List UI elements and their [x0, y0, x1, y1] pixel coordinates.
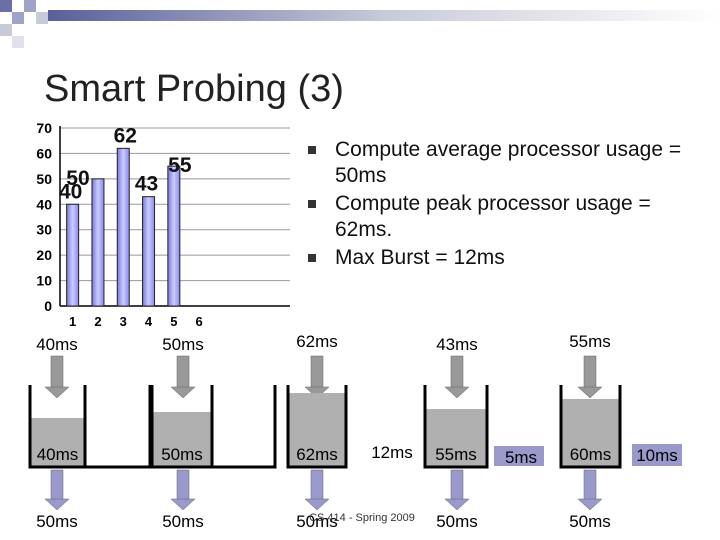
empty-bucket	[85, 385, 152, 469]
y-tick-label: 20	[36, 247, 52, 263]
output-arrow-head	[170, 498, 196, 511]
data-label: 40	[59, 180, 82, 203]
empty-bucket	[212, 385, 277, 469]
bucket-fill	[288, 393, 346, 467]
bucket	[150, 385, 214, 469]
output-label: 50ms	[436, 512, 478, 531]
input-arrow	[310, 355, 324, 389]
output-arrow	[583, 469, 597, 501]
x-tick-label: 2	[94, 314, 101, 329]
bucket-label: 40ms	[37, 445, 79, 464]
bucket-fill	[30, 418, 85, 467]
bar	[66, 203, 80, 307]
diagram: 40ms 40ms 50ms 50ms 50ms 50ms 62ms 62ms 50ms 43ms…	[28, 332, 682, 531]
overflow-label: 10ms	[636, 446, 678, 465]
bucket	[559, 385, 622, 469]
input-arrow-head	[170, 386, 196, 399]
x-tick-label: 5	[170, 314, 177, 329]
bucket-fill	[425, 409, 487, 467]
bucket-label: 62ms	[296, 445, 338, 464]
bucket-fill	[561, 399, 620, 467]
input-arrow-head	[304, 386, 330, 399]
bullet: Max Burst = 12ms	[305, 245, 695, 271]
output-arrow-head	[44, 498, 70, 511]
output-arrow	[50, 469, 64, 501]
output-arrow	[450, 469, 464, 501]
overflow-box	[494, 446, 544, 466]
bucket-label: 50ms	[161, 445, 203, 464]
y-tick-label: 60	[36, 145, 52, 161]
y-tick-label: 50	[36, 171, 52, 187]
output-arrow	[176, 469, 190, 501]
x-tick-label: 6	[196, 314, 203, 329]
x-tick-label: 3	[120, 314, 127, 329]
output-arrow-head	[304, 498, 330, 511]
decoration	[0, 0, 720, 48]
output-arrow-head	[577, 498, 603, 511]
input-arrow-head	[44, 386, 70, 399]
input-arrow	[176, 355, 190, 389]
input-label: 55ms	[569, 332, 611, 351]
bucket	[423, 385, 489, 469]
input-arrow	[450, 355, 464, 389]
y-tick-label: 10	[36, 273, 52, 289]
output-arrow-head	[444, 498, 470, 511]
bullet: Compute average processor usage = 50ms	[305, 137, 695, 189]
bar	[116, 147, 130, 307]
output-arrow	[310, 469, 324, 501]
input-label: 50ms	[162, 335, 204, 354]
x-tick-label: 4	[145, 314, 153, 329]
input-arrow	[583, 355, 597, 389]
y-tick-label: 0	[44, 298, 52, 314]
bullet: Compute peak processor usage = 62ms.	[305, 191, 695, 243]
overflow-label: 12ms	[371, 443, 413, 462]
data-label: 55	[168, 154, 192, 177]
output-label: 50ms	[36, 512, 78, 531]
output-label: 50ms	[569, 512, 611, 531]
data-label: 62	[114, 124, 137, 147]
input-arrow-head	[444, 386, 470, 399]
output-label: 50ms	[296, 512, 338, 531]
input-label: 43ms	[436, 335, 478, 354]
y-tick-label: 70	[36, 120, 52, 136]
input-arrow	[50, 355, 64, 389]
bucket-label: 60ms	[570, 445, 612, 464]
y-tick-label: 40	[36, 196, 52, 212]
bucket	[28, 385, 87, 469]
x-tick-label: 1	[69, 314, 76, 329]
output-label: 50ms	[162, 512, 204, 531]
bucket	[286, 385, 348, 469]
input-arrow-head	[577, 386, 603, 399]
y-tick-label: 30	[36, 222, 52, 238]
data-label: 50	[66, 167, 89, 190]
overflow-label: 5ms	[505, 448, 537, 467]
bucket-fill	[152, 412, 212, 467]
bucket-label: 55ms	[435, 445, 477, 464]
bullet-list: Compute average processor usage = 50ms C…	[305, 137, 695, 273]
bar	[142, 196, 156, 307]
bar	[91, 178, 105, 307]
footer: CS 414 - Spring 2009	[309, 512, 415, 524]
bar	[167, 165, 181, 307]
slide-title: Smart Probing (3)	[44, 68, 344, 110]
input-label: 40ms	[36, 335, 78, 354]
overflow-box	[632, 444, 682, 466]
data-label: 43	[135, 173, 158, 196]
input-label: 62ms	[296, 332, 338, 351]
